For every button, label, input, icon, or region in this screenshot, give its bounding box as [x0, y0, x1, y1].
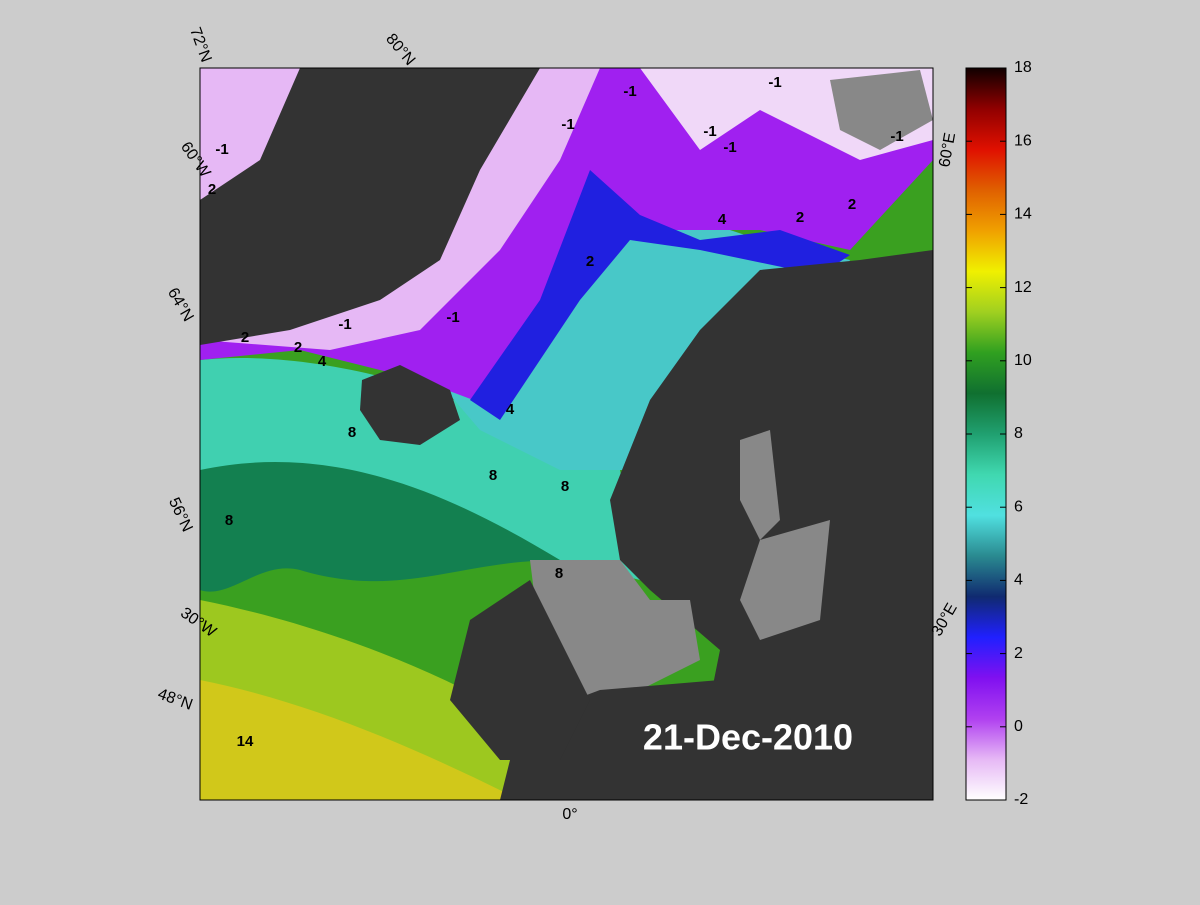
contour-label: -1	[703, 123, 716, 140]
contour-label: -1	[446, 309, 459, 326]
contour-label: 8	[555, 565, 563, 582]
contour-label: 2	[241, 329, 249, 346]
graticule-label: 30°E	[929, 601, 961, 640]
graticule-label: 72°N	[186, 25, 214, 64]
graticule-label: 60°E	[936, 131, 959, 168]
contour-label: 8	[225, 512, 233, 529]
contour-label: 2	[294, 339, 302, 356]
contour-label: 14	[237, 733, 254, 750]
colorbar-tick-label: 6	[1014, 498, 1023, 515]
colorbar-tick-label: -2	[1014, 791, 1028, 808]
contour-label: -1	[561, 116, 574, 133]
colorbar	[965, 67, 1007, 801]
contour-label: -1	[215, 141, 228, 158]
contour-label: 2	[796, 209, 804, 226]
contour-label: -1	[768, 74, 781, 91]
contour-label: 2	[586, 253, 594, 270]
contour-label: -1	[890, 128, 903, 145]
contour-label: 2	[848, 196, 856, 213]
graticule-label: 80°N	[382, 31, 418, 69]
colorbar-tick-label: 10	[1014, 352, 1032, 369]
contour-label: -1	[723, 139, 736, 156]
graticule-label: 56°N	[165, 495, 196, 535]
colorbar-tick-label: 0	[1014, 718, 1023, 735]
map-frame	[199, 67, 934, 801]
colorbar-tick-label: 4	[1014, 572, 1023, 589]
map	[200, 68, 933, 800]
graticule-label: 64°N	[164, 285, 197, 324]
contour-label: -1	[338, 316, 351, 333]
colorbar-tick-label: 18	[1014, 59, 1032, 76]
contour-label: 4	[318, 353, 327, 370]
graticule-label: 0°	[562, 806, 577, 823]
colorbar-tick-label: 8	[1014, 425, 1023, 442]
contour-label: 4	[718, 211, 727, 228]
colorbar-tick-label: 16	[1014, 132, 1032, 149]
contour-label: 8	[561, 478, 569, 495]
contour-label: 2	[208, 181, 216, 198]
contour-label: 8	[489, 467, 497, 484]
date-label: 21-Dec-2010	[643, 717, 853, 758]
contour-label: 4	[506, 401, 515, 418]
contour-label: -1	[623, 83, 636, 100]
graticule-label: 48°N	[155, 686, 194, 714]
colorbar-tick-label: 12	[1014, 279, 1032, 296]
contour-label: 8	[348, 424, 356, 441]
colorbar-tick-label: 2	[1014, 645, 1023, 662]
colorbar-tick-label: 14	[1014, 206, 1032, 223]
